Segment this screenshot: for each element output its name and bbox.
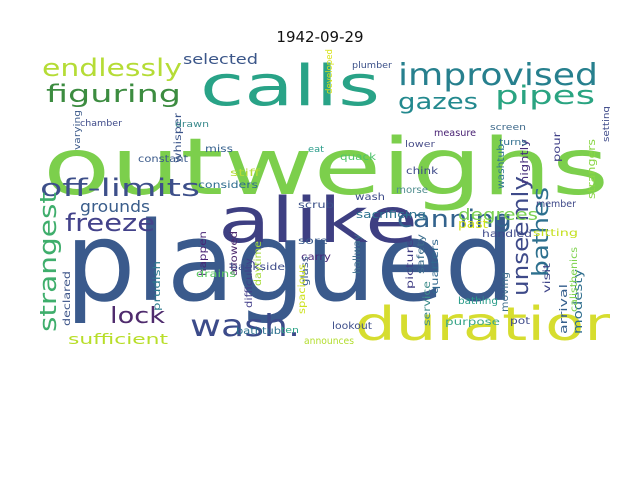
cloud-word-chamber: chamber <box>80 119 122 129</box>
cloud-word-quarters: quarters <box>430 239 441 294</box>
cloud-word-considers: considers <box>198 180 258 191</box>
cloud-word-unseemly: unseemly <box>509 176 534 296</box>
cloud-word-pour: pour <box>552 131 563 162</box>
cloud-word-bathing: bathing <box>458 296 498 307</box>
cloud-word-member: member <box>536 199 577 210</box>
cloud-word-wash: wash <box>355 192 385 203</box>
cloud-word-figuring: figuring <box>46 80 181 108</box>
cloud-word-announces: announces <box>304 336 354 346</box>
cloud-word-modesty: modesty <box>571 269 585 334</box>
cloud-word-nightly: nightly <box>518 138 531 184</box>
cloud-word-varying: varying <box>73 110 83 150</box>
cloud-word-service: service <box>422 281 433 326</box>
cloud-word-sore: sore <box>298 236 328 247</box>
cloud-word-miss: miss <box>205 144 233 155</box>
cloud-word-strangers: strangers <box>585 139 598 199</box>
cloud-word-ten: ten <box>281 326 299 336</box>
cloud-word-pot: pot <box>510 316 530 327</box>
cloud-word-whisper: whisper <box>173 112 184 163</box>
cloud-word-lookout: lookout <box>332 321 372 332</box>
cloud-word-chink: chink <box>406 166 438 177</box>
cloud-word-screen: screen <box>490 123 526 133</box>
cloud-word-arrival: arrival <box>557 284 570 334</box>
cloud-word-purpose: purpose <box>445 317 500 328</box>
cloud-word-improvised: improvised <box>398 58 598 93</box>
cloud-word-lower: lower <box>405 140 435 150</box>
cloud-word-drawn: drawn <box>175 120 209 130</box>
cloud-word-past: past <box>458 217 488 231</box>
cloud-word-pipes: pipes <box>495 81 595 111</box>
cloud-word-moving: moving <box>500 272 511 312</box>
cloud-word-freeze: freeze <box>65 209 155 237</box>
cloud-word-scrub: scrub <box>298 200 334 211</box>
cloud-title: 1942-09-29 <box>276 28 364 46</box>
cloud-word-bathtub: bathtub <box>236 326 281 337</box>
cloud-word-allowed: allowed <box>229 231 240 276</box>
cloud-word-morse: morse <box>396 185 428 196</box>
cloud-word-measure: measure <box>434 128 476 139</box>
cloud-word-sacrificing: sacrificing <box>356 208 426 221</box>
cloud-word-plumber: plumber <box>352 61 392 71</box>
cloud-word-bathes: bathes <box>529 187 554 277</box>
cloud-word-sitting: sitting <box>533 228 578 239</box>
cloud-word-developed: developed <box>325 49 335 94</box>
cloud-word-setting: setting <box>602 106 610 142</box>
cloud-word-quack: quack <box>340 152 376 163</box>
cloud-word-lock: lock <box>110 304 165 329</box>
cloud-word-drains: drains <box>196 269 236 280</box>
cloud-word-wash: wash. <box>190 309 300 344</box>
cloud-word-endlessly: endlessly <box>42 54 182 82</box>
cloud-word-constant: constant <box>138 154 188 165</box>
cloud-word-hallway: hallway <box>352 234 363 274</box>
cloud-word-calisthenics: calisthenics <box>569 247 580 312</box>
cloud-word-duration: duration <box>355 297 610 346</box>
cloud-word-daytime: daytime <box>253 241 264 286</box>
cloud-word-handled: handled <box>482 229 532 240</box>
cloud-word-eat: eat <box>308 145 325 155</box>
cloud-word-calls: calls <box>200 54 380 119</box>
cloud-word-gazes: gazes <box>398 90 478 115</box>
cloud-word-off-limits: off-limits <box>40 174 200 202</box>
cloud-word-plagued: plagued <box>65 198 515 326</box>
cloud-word-sufficient: sufficient <box>68 332 169 346</box>
cloud-word-prudish: prudish <box>152 261 163 311</box>
cloud-word-outweighs: outweighs <box>43 123 609 213</box>
cloud-word-backside: backside <box>230 262 285 273</box>
cloud-word-washtub: washtub <box>496 144 507 189</box>
cloud-word-selected: selected <box>183 52 258 68</box>
cloud-word-visit: visit <box>542 263 553 293</box>
cloud-word-turns: turns <box>499 138 527 148</box>
cloud-word-carry: carry <box>301 252 331 263</box>
cloud-word-difficulty: difficulty <box>244 258 255 308</box>
cloud-word-picture: picture <box>405 239 416 289</box>
cloud-word-happen: happen <box>198 231 209 276</box>
word-cloud: outweighs plagued alike calls duration improv… <box>40 44 610 346</box>
cloud-word-safety: safety <box>416 234 427 274</box>
cloud-word-declared: declared <box>62 271 73 326</box>
cloud-word-grounds: grounds <box>80 197 150 216</box>
cloud-word-spacious: spacious <box>297 264 308 314</box>
cloud-word-strangest: strangest <box>40 192 62 332</box>
cloud-word-glass: glass <box>300 256 311 286</box>
cloud-word-degrees: degrees <box>458 205 538 224</box>
cloud-word-canning: canning <box>397 205 512 233</box>
cloud-word-stiff: stiff <box>230 168 262 179</box>
cloud-word-alike: alike <box>218 184 418 257</box>
